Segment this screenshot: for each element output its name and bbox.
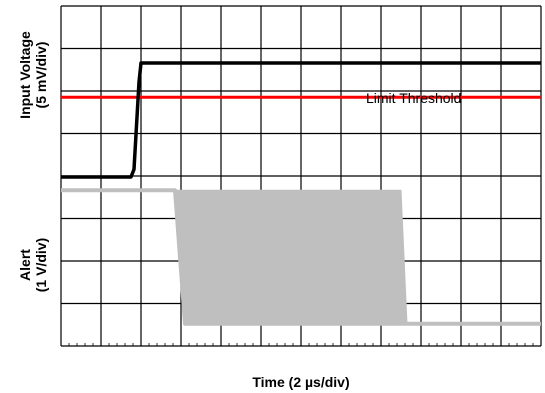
y-label-top-line1: Input Voltage xyxy=(17,31,33,119)
y-label-bottom-line2: (1 V/div) xyxy=(33,238,49,292)
alert-trace xyxy=(61,188,541,326)
y-label-bottom: Alert (1 V/div) xyxy=(17,238,49,292)
series-layer xyxy=(61,61,541,326)
alert-oscillation-band xyxy=(174,189,408,325)
limit-threshold-label: Limit Threshold xyxy=(366,90,461,106)
x-axis-label: Time (2 µs/div) xyxy=(252,374,349,390)
y-label-top-line2: (5 mV/div) xyxy=(33,42,49,109)
input-voltage-trace xyxy=(61,61,541,179)
y-label-bottom-line1: Alert xyxy=(17,249,33,281)
y-label-top: Input Voltage (5 mV/div) xyxy=(17,31,49,119)
